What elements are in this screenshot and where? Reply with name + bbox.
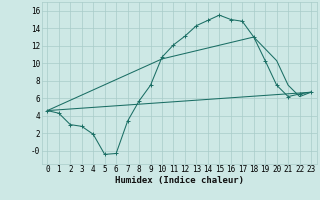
X-axis label: Humidex (Indice chaleur): Humidex (Indice chaleur) [115,176,244,185]
